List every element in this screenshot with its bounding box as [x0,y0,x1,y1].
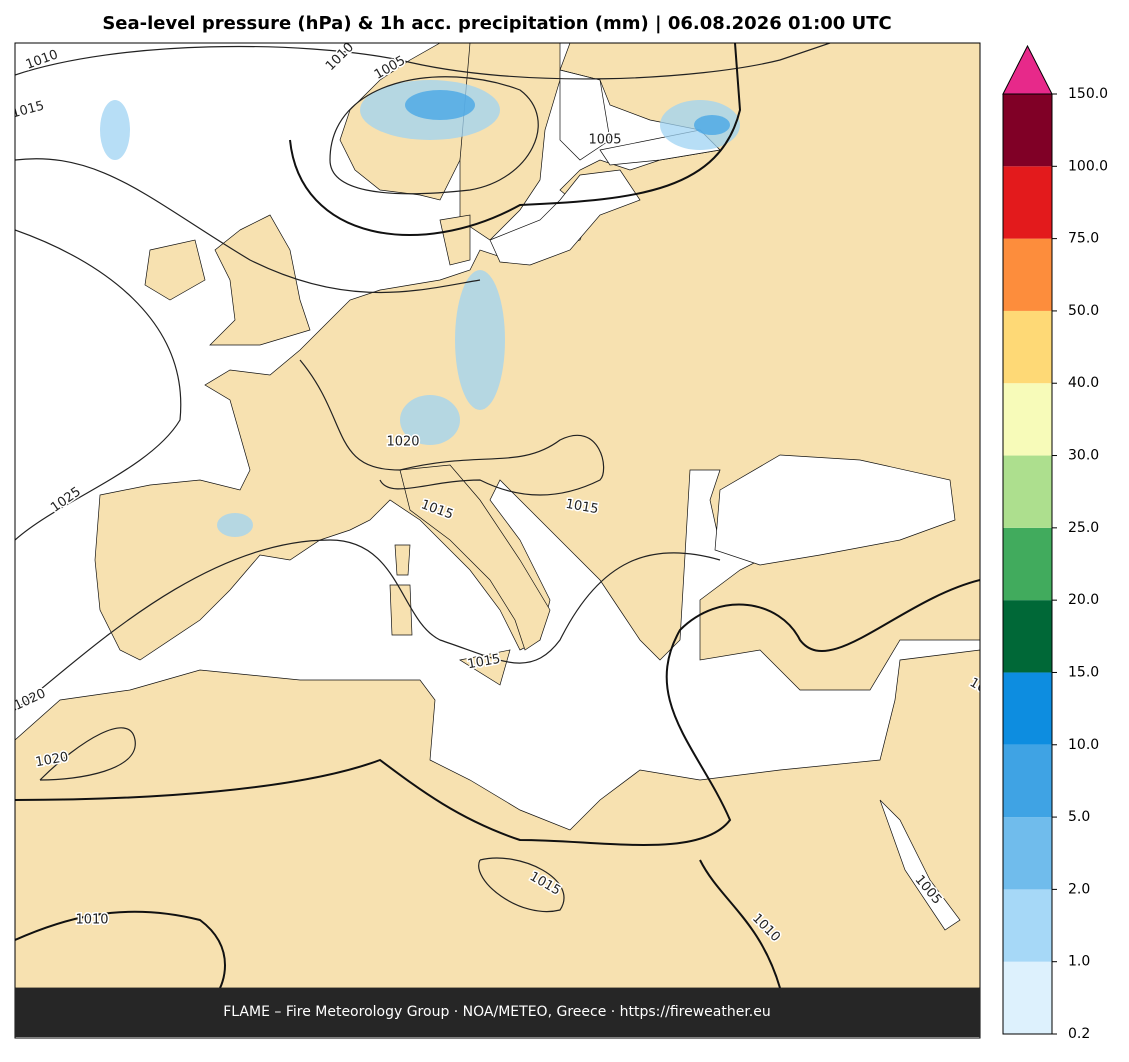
contour-label: 1015 [564,497,599,518]
contour-label: 1010 [75,913,108,928]
colorbar-tick-label: 2.0 [1068,881,1090,897]
colorbar-swatch [1003,600,1052,673]
colorbar-swatch [1003,744,1052,818]
colorbar-swatch [1003,238,1052,311]
colorbar-extend [1002,44,1053,95]
colorbar-swatch [1003,94,1052,167]
map-title: Sea-level pressure (hPa) & 1h acc. preci… [102,13,891,34]
colorbar-tick-label: 1.0 [1068,954,1090,970]
colorbar-swatch [1003,527,1052,601]
colorbar-tick-label: 50.0 [1068,303,1099,319]
footer-text: FLAME – Fire Meteorology Group · NOA/MET… [223,1004,771,1020]
contour-label: 1020 [34,750,69,771]
contour-label: 1020 [386,435,419,450]
contour-label: 1005 [588,133,621,148]
colorbar-frame [1002,93,1053,1035]
colorbar-tick-label: 30.0 [1068,448,1099,464]
colorbar-swatch [1003,383,1052,456]
colorbar-swatch [1003,961,1052,1034]
colorbar-swatch [1003,166,1052,239]
footer-bar [15,988,980,1037]
colorbar-tick-label: 150.0 [1068,86,1108,102]
map-frame [14,42,981,1039]
colorbar-tick-label: 15.0 [1068,664,1099,680]
contour-label: 1015 [466,652,501,673]
colorbar-swatch [1003,817,1052,890]
colorbar-tick-label: 75.0 [1068,231,1099,247]
colorbar-tick-label: 5.0 [1068,809,1090,825]
colorbar-swatch [1003,889,1052,962]
colorbar-swatch [1003,455,1052,528]
colorbar-tick-label: 100.0 [1068,158,1108,174]
colorbar: 0.2 1.0 2.0 5.0 10.0 15.0 20.0 25.0 30.0 40.0 50.0… [1002,44,1108,1042]
colorbar-tick-label: 25.0 [1068,520,1099,536]
colorbar-tick-label: 20.0 [1068,592,1099,608]
colorbar-swatch [1003,672,1052,745]
colorbar-tick-label: 10.0 [1068,737,1099,753]
map [15,43,980,988]
colorbar-tick-label: 0.2 [1068,1026,1090,1042]
colorbar-swatch [1003,310,1052,384]
colorbar-tick-label: 40.0 [1068,375,1099,391]
